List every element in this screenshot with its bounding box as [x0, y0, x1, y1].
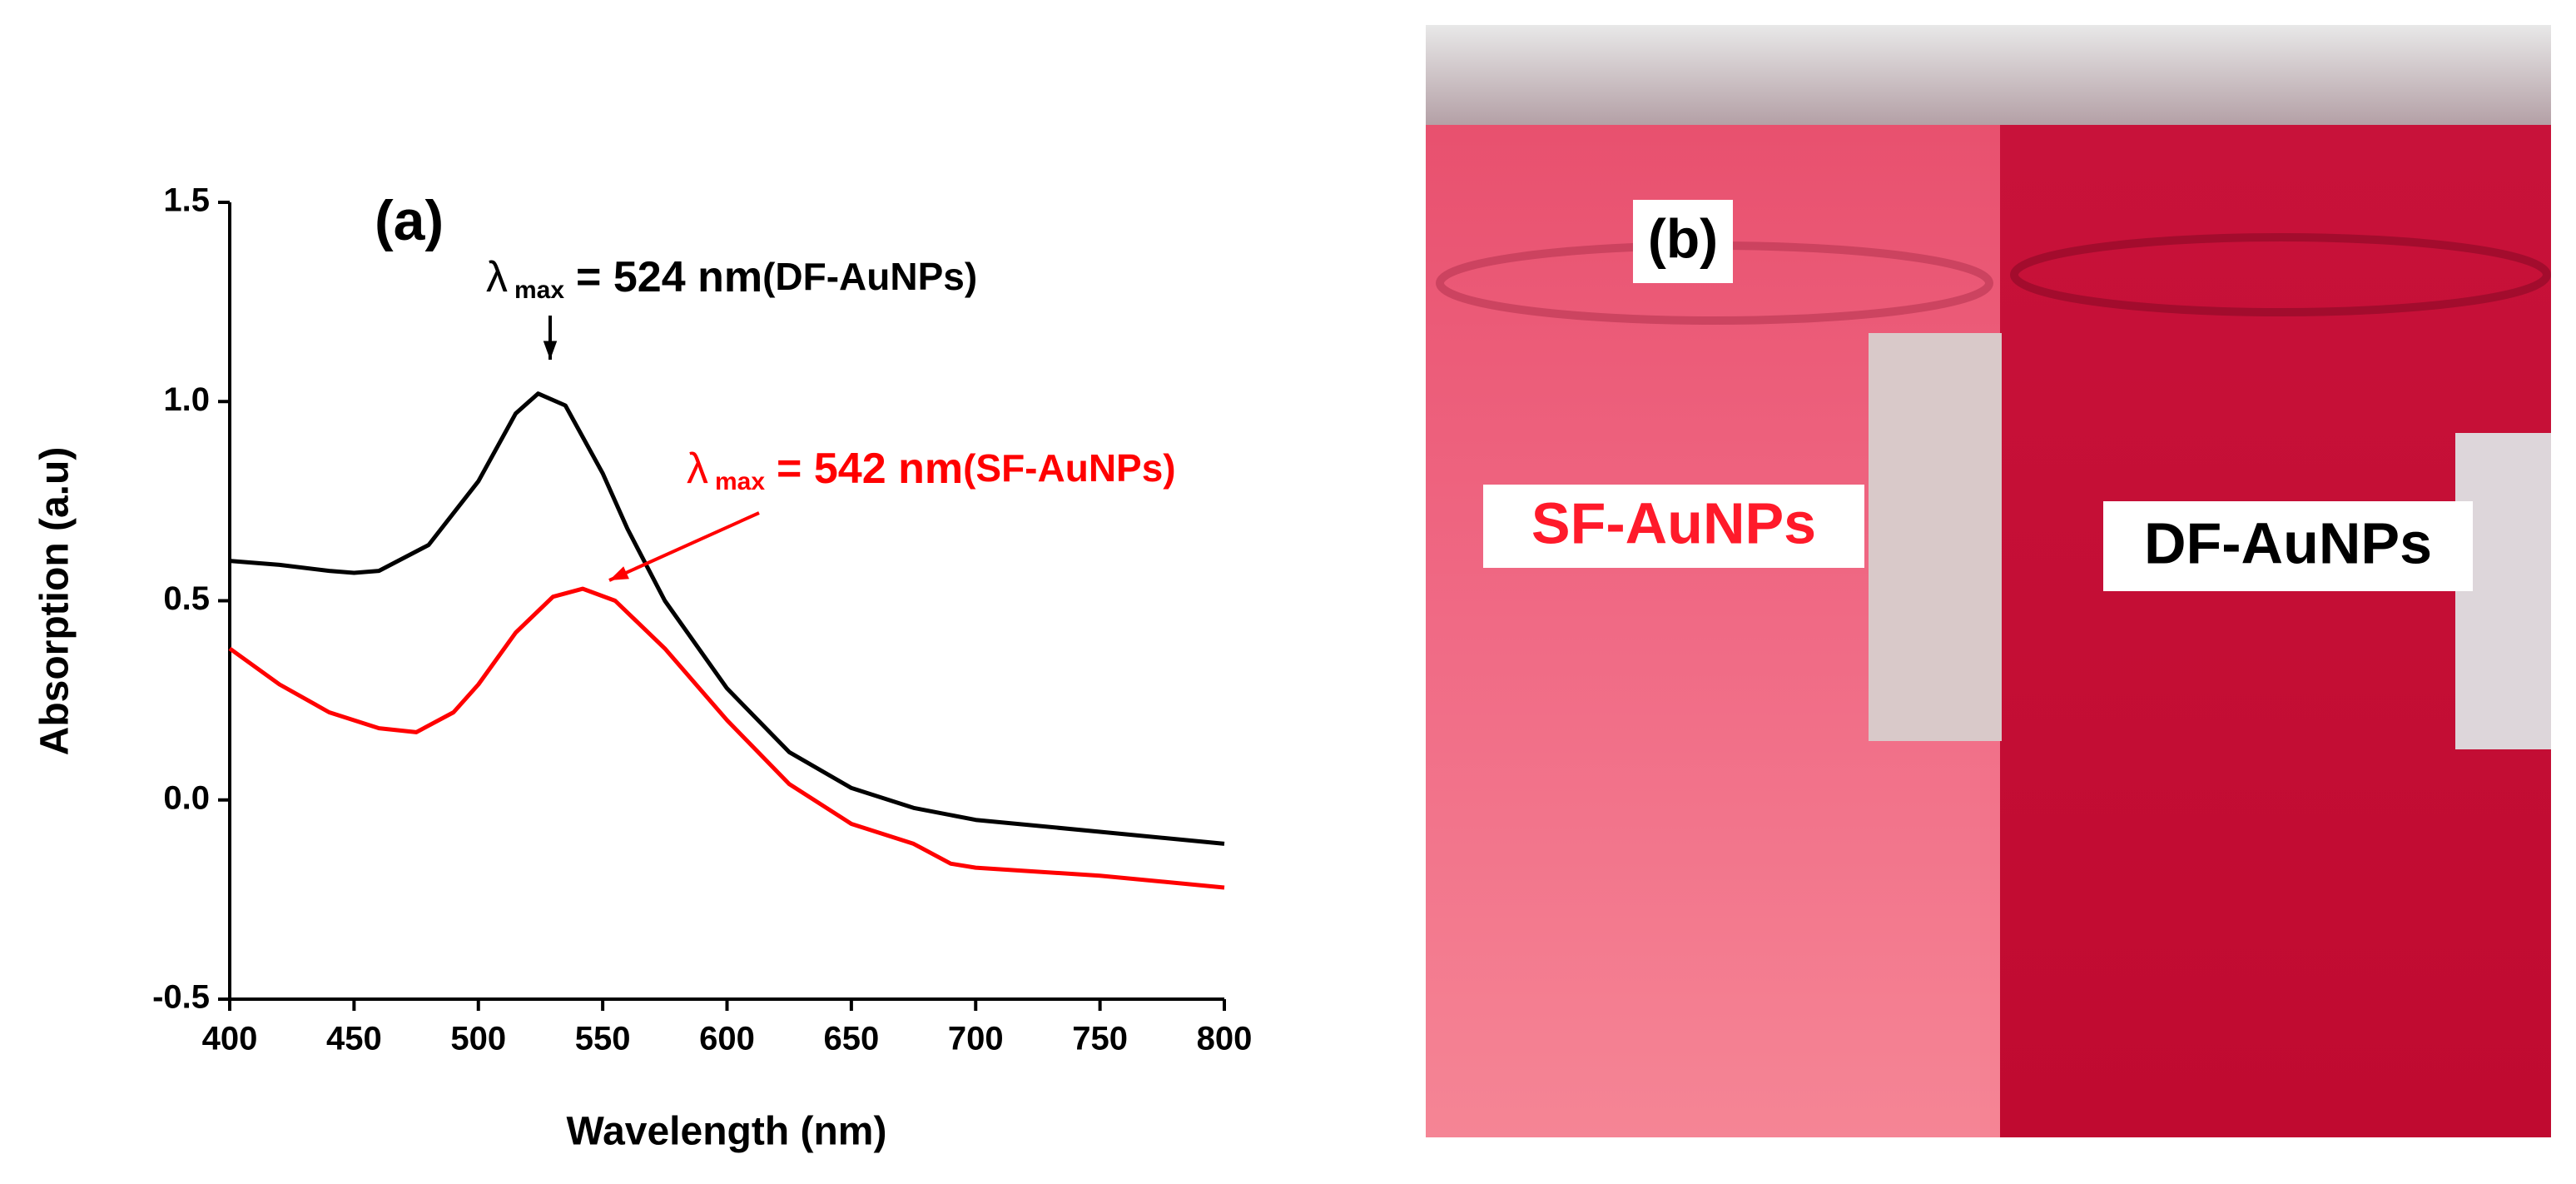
annotation: λ max = 542 nm(SF-AuNPs) [687, 445, 1176, 495]
annotation-arrow [608, 511, 760, 582]
annotation-arrowhead [543, 341, 558, 360]
x-tick-label: 750 [1072, 1021, 1128, 1057]
label-box [2103, 501, 2473, 591]
annotation-note: (DF-AuNPs) [762, 255, 977, 298]
panel-label: (a) [375, 189, 444, 252]
y-tick-label: 0.5 [163, 580, 210, 617]
x-tick-label: 800 [1197, 1021, 1253, 1057]
x-tick-label: 500 [450, 1021, 506, 1057]
annotation-subscript: max [514, 276, 564, 304]
annotation-subscript: max [715, 468, 765, 495]
label-box [1633, 200, 1733, 283]
paper-tag [1869, 333, 2002, 741]
y-axis-label: Absorption (a.u) [33, 447, 77, 756]
x-tick-label: 550 [575, 1021, 631, 1057]
jar-rim [2010, 233, 2551, 316]
chart: (a) Wavelength (nm) Absorption (a.u) -0.… [33, 182, 1253, 1154]
annotation-arrowhead [609, 566, 629, 580]
y-tick-label: -0.5 [152, 979, 210, 1016]
jar-lids [1426, 25, 2551, 125]
annotation-text: = 542 nm [777, 445, 963, 493]
annotation-text: = 524 nm [576, 253, 762, 301]
annotation-note: (SF-AuNPs) [963, 446, 1176, 490]
sample-label: SF-AuNPs [1531, 490, 1816, 555]
x-axis-label: Wavelength (nm) [567, 1110, 887, 1154]
y-tick-label: 1.5 [163, 182, 210, 219]
annotation-symbol: λ [486, 253, 508, 301]
series-line [228, 586, 1225, 890]
annotation: λ max = 524 nm(DF-AuNPs) [486, 253, 977, 304]
y-tick-label: 1.0 [163, 381, 210, 418]
photo-panel: (b) SF-AuNPs DF-AuNPs [1426, 25, 2551, 1137]
x-tick-label: 400 [202, 1021, 258, 1057]
y-tick-label: 0.0 [163, 779, 210, 816]
panel-label: (b) [1648, 207, 1718, 269]
x-tick-label: 600 [699, 1021, 755, 1057]
x-tick-label: 450 [326, 1021, 382, 1057]
sample-label: DF-AuNPs [2144, 510, 2432, 575]
annotation-symbol: λ [687, 445, 708, 493]
x-tick-label: 700 [948, 1021, 1004, 1057]
label-box [1483, 485, 1864, 568]
x-tick-label: 650 [824, 1021, 880, 1057]
series-line [229, 391, 1225, 846]
